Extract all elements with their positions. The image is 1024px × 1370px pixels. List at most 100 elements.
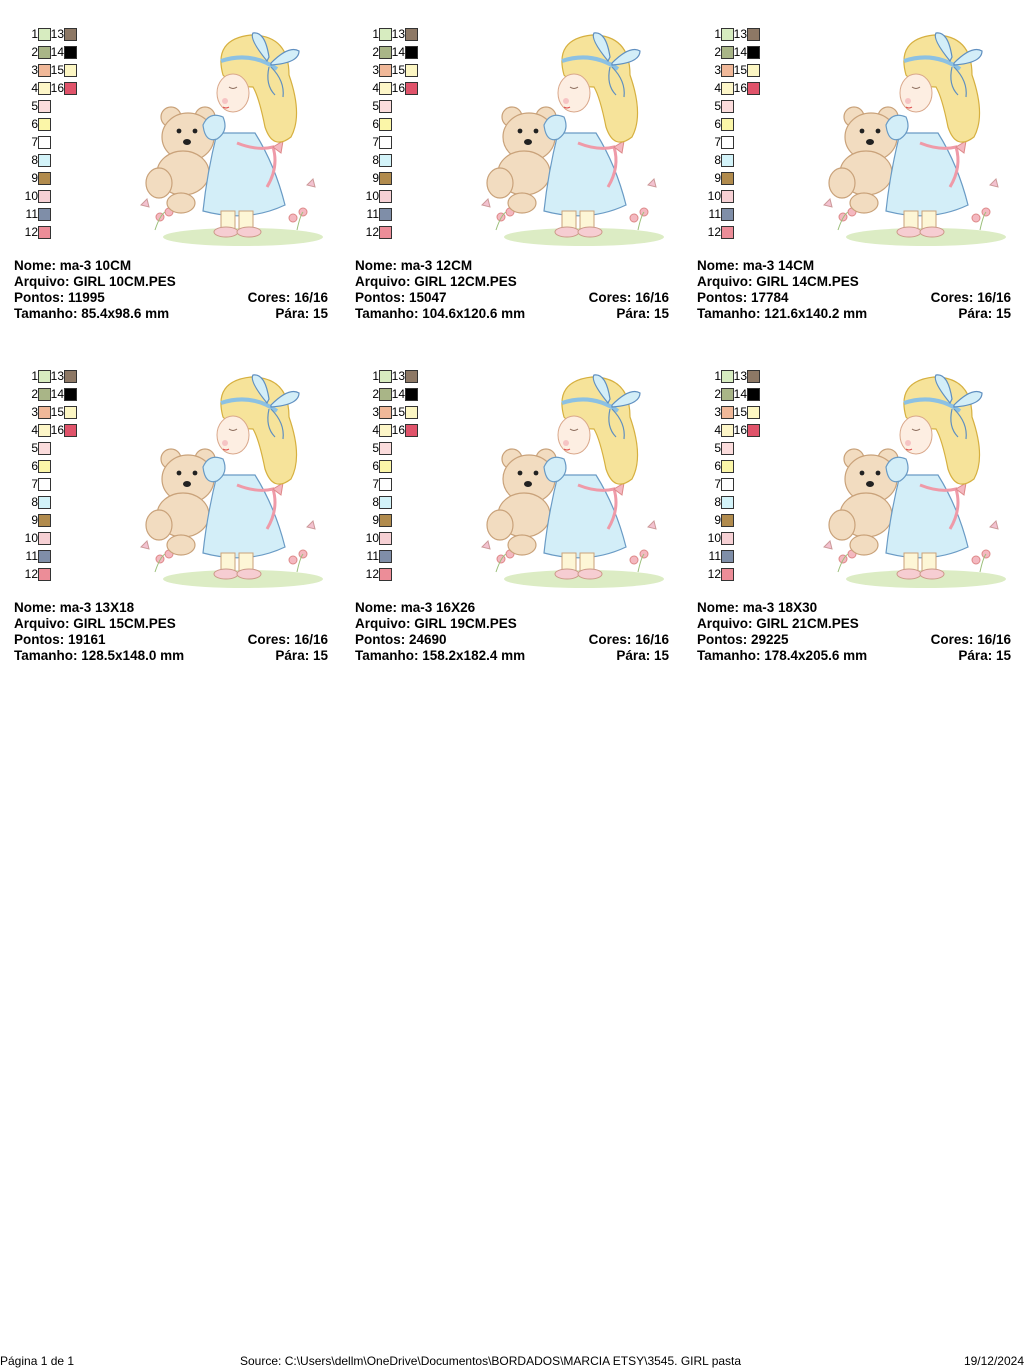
swatch-color-box [379,208,392,221]
color-count: 16/16 [294,290,328,305]
color-swatch-14: 14 [729,45,760,59]
color-swatch-6: 6 [361,459,392,473]
swatch-number: 2 [31,387,38,401]
swatch-color-box [721,46,734,59]
stops-group: Pára: 15 [275,306,328,322]
page-number: Página 1 de 1 [0,1354,75,1368]
color-swatch-16: 16 [387,81,418,95]
swatch-number: 16 [50,81,64,95]
color-swatch-16: 16 [46,423,77,437]
swatch-color-box [64,388,77,401]
colors-label: Cores: [588,290,632,305]
swatch-color-box [38,28,51,41]
swatch-color-box [379,424,392,437]
swatch-color-box [379,442,392,455]
swatch-number: 13 [391,27,405,41]
swatch-color-box [721,532,734,545]
swatch-color-box [64,406,77,419]
swatch-number: 14 [391,45,405,59]
swatch-color-box [379,118,392,131]
color-swatch-7: 7 [20,135,51,149]
swatch-number: 10 [24,531,38,545]
swatch-color-box [379,226,392,239]
color-swatch-15: 15 [46,405,77,419]
color-swatch-2: 2 [361,387,392,401]
design-size: 178.4x205.6 mm [764,648,868,663]
color-swatch-10: 10 [361,189,392,203]
file-label: Arquivo: [355,274,411,289]
swatch-number: 3 [372,63,379,77]
swatch-color-box [747,388,760,401]
swatch-color-box [405,82,418,95]
stops-label: Pára: [275,306,310,321]
swatch-number: 1 [714,369,721,383]
swatch-number: 4 [714,81,721,95]
swatch-color-box [38,568,51,581]
stops-label: Pára: [958,648,993,663]
color-swatch-6: 6 [361,117,392,131]
color-swatch-10: 10 [20,531,51,545]
swatch-number: 3 [31,63,38,77]
swatch-color-box [721,442,734,455]
file-label: Arquivo: [697,616,753,631]
file-label: Arquivo: [14,616,70,631]
swatch-number: 5 [714,99,721,113]
color-swatch-12: 12 [703,567,734,581]
color-swatch-7: 7 [361,477,392,491]
size-label: Tamanho: [14,648,78,663]
swatch-color-box [721,514,734,527]
swatch-number: 3 [372,405,379,419]
embroidery-preview-image [140,374,323,588]
colors-label: Cores: [930,290,974,305]
stitches-label: Pontos: [14,632,65,647]
color-swatch-3: 3 [703,63,734,77]
color-swatch-4: 4 [361,81,392,95]
color-swatch-4: 4 [361,423,392,437]
color-swatch-12: 12 [20,567,51,581]
file-line: Arquivo: GIRL 14CM.PES [697,274,1011,290]
embroidery-preview-image [823,32,1006,246]
design-size: 85.4x98.6 mm [81,306,170,321]
swatch-color-box [721,460,734,473]
swatch-color-box [379,82,392,95]
design-preview [808,25,1008,250]
color-swatch-8: 8 [703,153,734,167]
stops-group: Pára: 15 [616,306,669,322]
swatch-number: 10 [365,189,379,203]
swatch-color-box [721,208,734,221]
color-palette: 1 2 3 4 5 6 7 8 9 10 11 12 13 14 15 16 [703,369,765,585]
swatch-color-box [405,28,418,41]
swatch-color-box [721,226,734,239]
stops-label: Pára: [958,306,993,321]
file-name: GIRL 15CM.PES [73,616,176,631]
colors-label: Cores: [588,632,632,647]
name-label: Nome: [355,600,398,615]
colors-group: Cores: 16/16 [589,632,669,648]
color-swatch-9: 9 [361,171,392,185]
color-swatch-2: 2 [703,45,734,59]
color-swatch-16: 16 [387,423,418,437]
color-swatch-4: 4 [20,81,51,95]
swatch-color-box [721,154,734,167]
stitches-label: Pontos: [697,632,748,647]
colors-group: Cores: 16/16 [248,632,328,648]
design-name: ma-3 16X26 [400,600,476,615]
color-swatch-11: 11 [20,207,51,221]
colors-group: Cores: 16/16 [931,290,1011,306]
swatch-number: 9 [31,171,38,185]
swatch-color-box [747,424,760,437]
swatch-number: 12 [365,225,379,239]
print-date: 19/12/2024 [963,1354,1024,1368]
swatch-color-box [747,46,760,59]
color-swatch-8: 8 [361,153,392,167]
stitches-line: Pontos: 11995 Cores: 16/16 [14,290,328,306]
swatch-color-box [721,172,734,185]
color-swatch-5: 5 [20,441,51,455]
name-label: Nome: [697,600,740,615]
color-swatch-3: 3 [20,405,51,419]
swatch-number: 12 [365,567,379,581]
color-swatch-7: 7 [703,477,734,491]
swatch-number: 3 [714,63,721,77]
swatch-color-box [64,82,77,95]
design-preview [125,367,325,592]
